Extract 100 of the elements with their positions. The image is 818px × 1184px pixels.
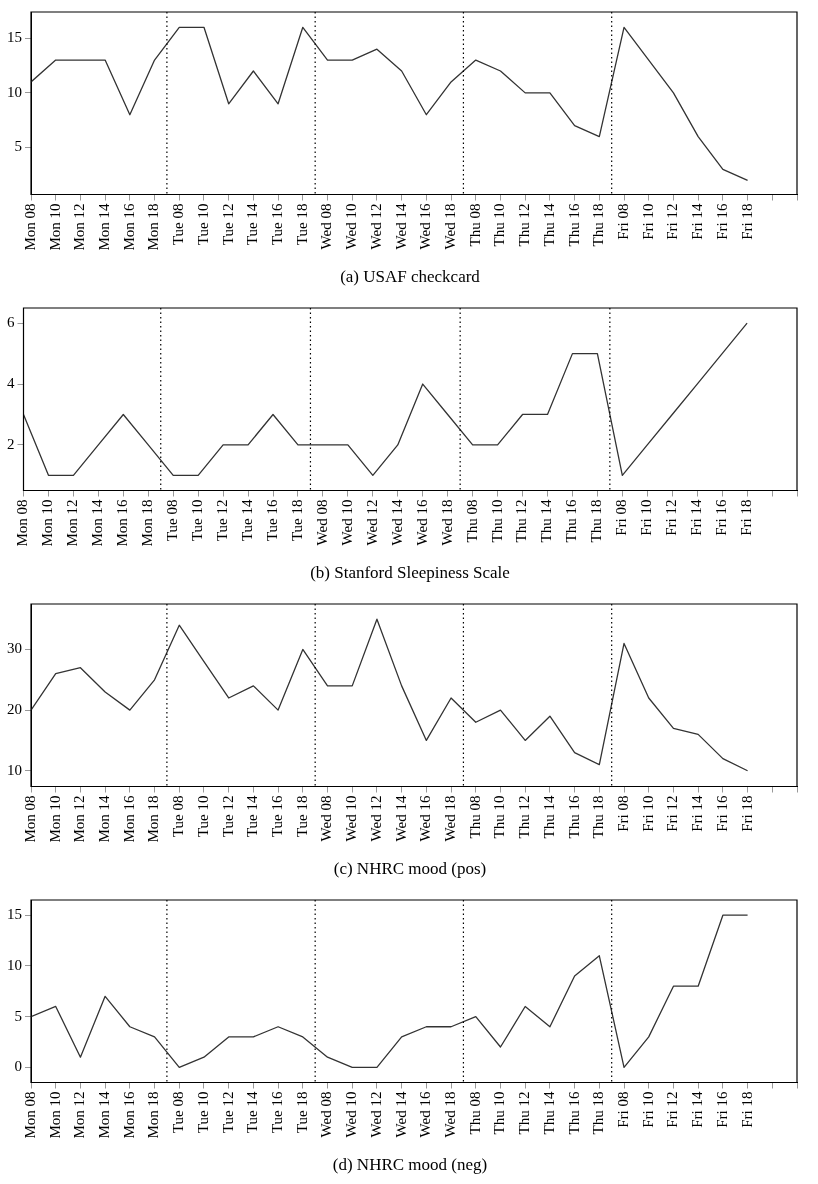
x-tick-label: Wed 08: [318, 1091, 335, 1138]
x-tick-label: Mon 14: [96, 203, 113, 251]
x-tick-label: Fri 18: [738, 203, 755, 240]
x-tick-label: Fri 14: [688, 499, 705, 536]
x-tick-label: Mon 08: [14, 499, 31, 547]
x-tick-label: Thu 14: [540, 1091, 557, 1135]
x-tick-label: Mon 16: [120, 1091, 137, 1139]
x-tick-label: Thu 08: [466, 795, 483, 839]
x-tick-label: Mon 18: [145, 1091, 162, 1139]
x-tick-label: Fri 12: [664, 203, 681, 240]
x-tick-label: Wed 08: [313, 499, 330, 546]
y-tick-label: 5: [14, 138, 22, 155]
x-tick-label: Mon 14: [89, 499, 106, 547]
x-tick-label: Fri 14: [689, 795, 706, 832]
x-tick-label: Fri 12: [663, 499, 680, 536]
x-tick-label: Thu 10: [488, 499, 505, 543]
x-tick-label: Tue 16: [269, 795, 286, 838]
x-tick-label: Mon 10: [39, 499, 56, 547]
x-tick-label: Fri 08: [614, 1091, 631, 1128]
x-tick-label: Tue 12: [219, 203, 236, 246]
x-tick-label: Thu 14: [538, 499, 555, 543]
x-tick-label: Tue 18: [288, 499, 305, 542]
x-tick-label: Wed 16: [417, 203, 434, 250]
x-tick-label: Thu 10: [491, 1091, 508, 1135]
y-tick-label: 2: [7, 435, 15, 452]
x-tick-label: Tue 08: [170, 795, 187, 838]
x-tick-label: Fri 14: [689, 1091, 706, 1128]
y-tick-label: 20: [7, 701, 22, 718]
x-tick-label: Mon 08: [21, 795, 38, 843]
x-tick-label: Tue 08: [170, 203, 187, 246]
x-tick-label: Fri 10: [638, 499, 655, 536]
x-tick-label: Wed 10: [338, 499, 355, 546]
x-tick-label: Tue 10: [194, 203, 211, 246]
x-tick-label: Wed 10: [343, 203, 360, 250]
x-tick-label: Wed 10: [343, 795, 360, 842]
x-tick-label: Thu 16: [565, 1091, 582, 1135]
x-tick-label: Thu 14: [540, 795, 557, 839]
x-tick-label: Wed 14: [392, 795, 409, 842]
x-tick-label: Tue 08: [164, 499, 181, 542]
x-tick-label: Fri 16: [713, 499, 730, 536]
x-tick-label: Thu 12: [516, 203, 533, 247]
text: (d) NHRC mood (neg): [332, 1155, 488, 1175]
x-tick-label: Fri 10: [639, 1091, 656, 1128]
x-tick-label: Wed 18: [442, 1091, 458, 1138]
x-tick-label: Thu 08: [463, 499, 480, 543]
x-tick-label: Tue 18: [293, 1091, 310, 1134]
x-tick-label: Mon 12: [71, 1091, 88, 1139]
x-tick-label: Wed 08: [318, 795, 335, 842]
x-tick-label: Thu 12: [513, 499, 530, 543]
x-tick-label: Thu 14: [540, 203, 557, 247]
x-tick-label: Thu 10: [491, 203, 508, 247]
x-tick-label: Tue 18: [293, 203, 310, 246]
x-tick-label: Fri 12: [664, 1091, 681, 1128]
x-tick-label: Tue 14: [244, 795, 261, 838]
x-tick-label: Mon 18: [145, 795, 162, 843]
x-tick-label: Tue 12: [219, 795, 236, 838]
x-tick-label: Mon 18: [145, 203, 162, 251]
y-tick-label: 15: [7, 906, 22, 923]
x-tick-label: Fri 08: [614, 795, 631, 832]
y-tick-label: 5: [14, 1007, 22, 1024]
x-tick-label: Mon 08: [21, 203, 38, 251]
y-tick-label: 10: [7, 83, 22, 100]
y-tick-label: 4: [7, 374, 15, 391]
x-tick-label: Mon 18: [139, 499, 156, 547]
x-tick-label: Tue 12: [219, 1091, 236, 1134]
x-tick-label: Tue 14: [244, 1091, 261, 1134]
x-tick-label: Wed 12: [367, 795, 384, 842]
x-tick-label: Thu 16: [565, 795, 582, 839]
x-tick-label: Thu 18: [590, 203, 607, 247]
x-tick-label: Thu 16: [565, 203, 582, 247]
x-tick-label: Wed 14: [388, 499, 405, 546]
x-tick-label: Thu 08: [466, 203, 483, 247]
x-tick-label: Mon 16: [120, 795, 137, 843]
y-tick-label: 0: [14, 1058, 22, 1075]
y-tick-label: 15: [7, 29, 22, 46]
x-tick-label: Mon 16: [114, 499, 131, 547]
x-tick-label: Wed 12: [367, 1091, 384, 1138]
x-tick-label: Tue 10: [194, 795, 211, 838]
y-tick-label: 6: [7, 314, 15, 331]
x-tick-label: Wed 18: [442, 203, 458, 250]
x-tick-label: Mon 10: [46, 795, 63, 843]
text: (a) USAF checkcard: [340, 267, 481, 287]
x-tick-label: Tue 16: [263, 499, 280, 542]
x-tick-label: Mon 08: [21, 1091, 38, 1139]
x-tick-label: Wed 18: [438, 499, 455, 546]
x-tick-label: Wed 10: [343, 1091, 360, 1138]
x-tick-label: Wed 16: [417, 795, 434, 842]
x-tick-label: Wed 16: [417, 1091, 434, 1138]
x-tick-label: Thu 12: [516, 795, 533, 839]
x-tick-label: Tue 16: [269, 1091, 286, 1134]
x-tick-label: Wed 12: [363, 499, 380, 546]
x-tick-label: Thu 18: [590, 1091, 607, 1135]
x-tick-label: Thu 12: [516, 1091, 533, 1135]
x-tick-label: Fri 16: [713, 795, 730, 832]
x-tick-label: Mon 14: [96, 795, 113, 843]
x-tick-label: Mon 12: [64, 499, 81, 547]
x-tick-label: Wed 18: [442, 795, 458, 842]
x-tick-label: Fri 18: [738, 1091, 755, 1128]
y-tick-label: 10: [7, 956, 22, 973]
x-tick-label: Tue 10: [189, 499, 206, 542]
